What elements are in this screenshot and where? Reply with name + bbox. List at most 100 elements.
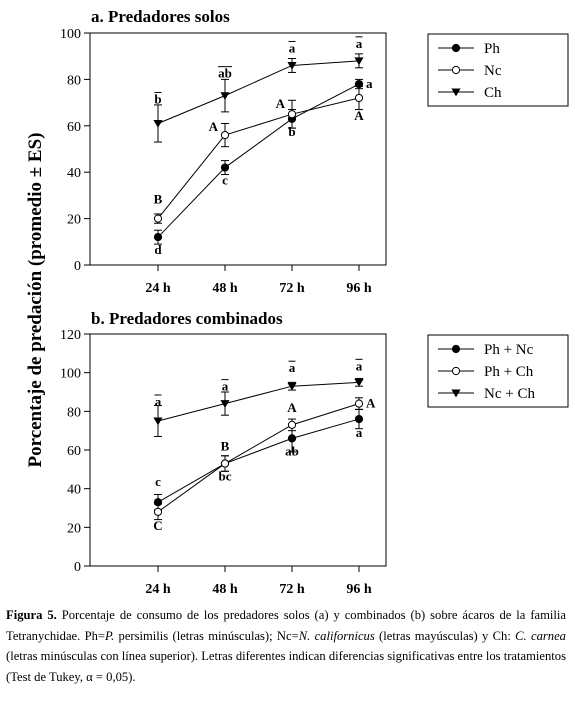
data-point xyxy=(354,57,364,66)
y-tick-label: 60 xyxy=(67,120,81,135)
chart-title: a. Predadores solos xyxy=(91,7,230,26)
chart-panel-b: b. Predadores combinados 0 20 40 60 80 100 120 2… xyxy=(60,309,569,597)
y-tick-label: 20 xyxy=(67,213,81,228)
x-tick-label: 72 h xyxy=(279,582,305,597)
significance-letter: c xyxy=(222,173,228,188)
data-point xyxy=(153,233,163,242)
x-tick-label: 96 h xyxy=(346,281,372,296)
legend-label: Nc + Ch xyxy=(484,386,535,402)
legend-marker xyxy=(451,366,461,376)
series-ph: d c b a xyxy=(153,76,373,257)
significance-letter: a xyxy=(356,358,363,373)
x-tick-label: 24 h xyxy=(145,281,171,296)
data-point xyxy=(354,399,364,408)
significance-letter: ab xyxy=(218,66,232,81)
y-tick-label: 20 xyxy=(67,521,81,536)
legend-marker xyxy=(451,344,461,354)
data-point xyxy=(354,378,364,387)
chart-panel-a: a. Predadores solos 0 20 40 60 80 100 24 h 48 h 7… xyxy=(60,7,569,296)
legend: Ph Nc Ch xyxy=(427,33,569,107)
legend-item: Nc xyxy=(438,63,502,79)
legend-label: Nc xyxy=(484,63,502,79)
data-point xyxy=(287,62,297,70)
data-point xyxy=(220,163,230,172)
data-point xyxy=(354,93,364,103)
y-tick-label: 100 xyxy=(60,27,81,42)
data-point xyxy=(153,120,163,128)
significance-letter: B xyxy=(221,439,230,454)
series-ph-ch: C B A A xyxy=(153,396,376,533)
figure-chart: Porcentaje de predación (promedio ± ES) a… xyxy=(25,7,569,597)
data-point xyxy=(153,214,163,223)
legend-marker xyxy=(451,65,461,75)
data-point xyxy=(220,92,230,101)
data-point xyxy=(287,110,297,119)
data-point xyxy=(220,130,230,140)
data-point xyxy=(287,434,297,443)
significance-letter: bc xyxy=(219,469,232,484)
caption-italic-1: P. xyxy=(105,628,115,643)
significance-letter: ab xyxy=(285,443,299,458)
legend-item: Ph + Ch xyxy=(438,364,534,380)
significance-letter: c xyxy=(155,474,161,489)
caption-label: Figura 5. xyxy=(6,608,57,622)
data-point xyxy=(153,507,163,516)
x-tick-label: 48 h xyxy=(212,281,238,296)
significance-letter: A xyxy=(366,396,376,411)
caption-text-4: (letras minúsculas con línea superior). … xyxy=(6,649,566,684)
legend-item: Ph xyxy=(438,41,500,57)
series-line xyxy=(157,83,360,238)
legend-item: Nc + Ch xyxy=(438,386,535,402)
data-point xyxy=(153,417,163,426)
legend-label: Ph + Ch xyxy=(484,364,534,380)
y-tick-label: 40 xyxy=(67,166,81,181)
significance-letter: A xyxy=(209,119,219,134)
legend-label: Ph + Nc xyxy=(484,342,534,358)
x-tick-label: 96 h xyxy=(346,582,372,597)
caption-text-2: persimilis (letras minúsculas); Nc= xyxy=(114,628,299,643)
y-tick-label: 100 xyxy=(60,367,81,382)
significance-letter: A xyxy=(287,400,297,415)
caption-italic-3: C. carnea xyxy=(515,628,566,643)
significance-letter: C xyxy=(153,518,162,533)
significance-letter: A xyxy=(354,108,364,123)
legend-item: Ph + Nc xyxy=(438,342,534,358)
series-ch: b ab a a xyxy=(153,36,364,143)
y-tick-label: 0 xyxy=(74,259,81,274)
significance-letter: b xyxy=(154,91,161,106)
data-point xyxy=(287,382,297,391)
legend: Ph + Nc Ph + Ch Nc + Ch xyxy=(427,334,569,408)
data-point xyxy=(220,400,230,408)
x-tick-label: 24 h xyxy=(145,582,171,597)
series-ph-nc: c bc ab a xyxy=(153,408,364,511)
legend-item: Ch xyxy=(438,85,502,101)
y-axis-label: Porcentaje de predación (promedio ± ES) xyxy=(25,133,46,468)
significance-letter: B xyxy=(154,192,163,207)
legend-label: Ph xyxy=(484,41,500,57)
x-tick-label: 48 h xyxy=(212,582,238,597)
significance-letter: a xyxy=(289,360,296,375)
significance-letter: a xyxy=(356,36,363,51)
significance-letter: a xyxy=(222,379,229,394)
series-line xyxy=(157,381,360,422)
y-tick-label: 0 xyxy=(74,560,81,575)
series-line xyxy=(157,418,360,503)
y-tick-label: 80 xyxy=(67,73,81,88)
data-point xyxy=(354,414,364,424)
data-point xyxy=(287,420,297,429)
caption-italic-2: N. californicus xyxy=(298,628,375,643)
y-tick-label: 40 xyxy=(67,483,81,498)
legend-marker xyxy=(451,88,461,97)
chart-title: b. Predadores combinados xyxy=(91,309,283,328)
plot-frame xyxy=(89,333,387,567)
series-line xyxy=(157,403,360,513)
series-line xyxy=(157,97,360,219)
significance-letter: a xyxy=(356,425,363,440)
legend-marker xyxy=(451,43,461,53)
y-tick-label: 80 xyxy=(67,405,81,420)
y-tick-label: 60 xyxy=(67,444,81,459)
legend-marker xyxy=(451,389,461,398)
caption-text-1: Porcentaje de consumo de los predadores … xyxy=(6,608,566,643)
significance-letter: a xyxy=(155,394,162,409)
series-line xyxy=(157,60,360,124)
